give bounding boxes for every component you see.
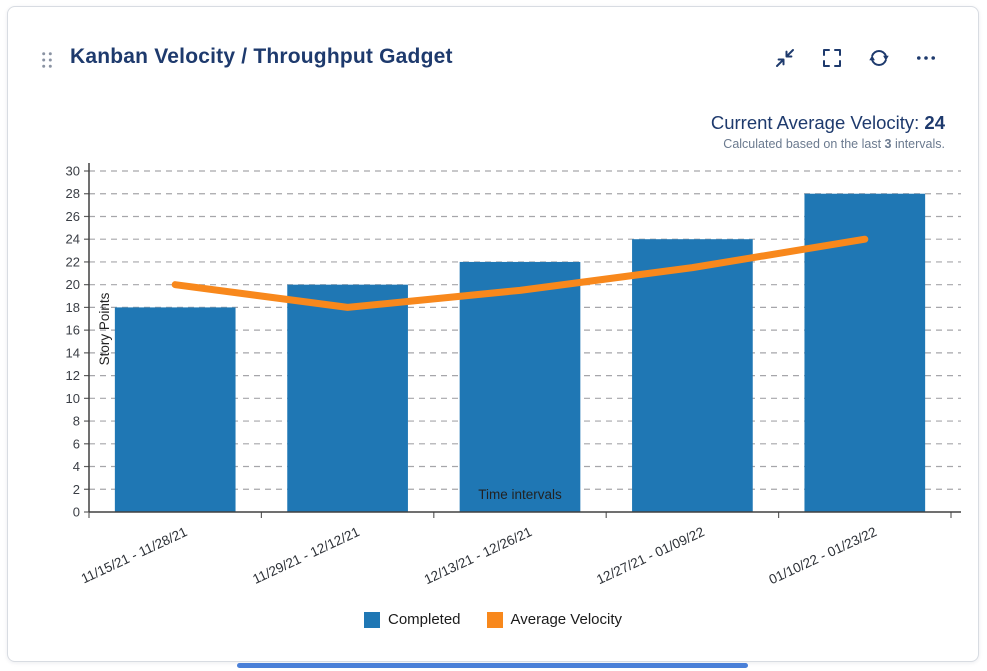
summary-note: Calculated based on the last 3 intervals… — [711, 137, 945, 151]
more-icon — [917, 56, 935, 60]
minimize-button[interactable] — [773, 46, 797, 70]
fullscreen-icon — [823, 49, 841, 67]
svg-text:8: 8 — [73, 414, 80, 429]
svg-text:12: 12 — [66, 368, 80, 383]
drag-handle-icon — [42, 52, 52, 68]
chart-legend: Completed Average Velocity — [8, 611, 978, 628]
legend-item-average-velocity[interactable]: Average Velocity — [486, 611, 622, 628]
refresh-icon — [869, 49, 889, 67]
chart-area: 0 2 4 6 8 10 12 14 16 18 20 22 24 26 28 30 11/15/21 - 11… — [31, 159, 966, 599]
summary-label: Current Average Velocity: — [710, 112, 920, 133]
svg-text:Time intervals: Time intervals — [478, 487, 562, 502]
svg-text:01/10/22 - 01/23/22: 01/10/22 - 01/23/22 — [767, 524, 879, 587]
svg-text:2: 2 — [73, 482, 80, 497]
velocity-gadget-card: Kanban Velocity / Throughput Gadget — [7, 6, 979, 662]
note-prefix: Calculated based on the last — [723, 137, 882, 151]
legend-label-completed: Completed — [387, 611, 461, 628]
drag-handle[interactable] — [41, 51, 53, 69]
svg-text:Story Points: Story Points — [97, 292, 112, 365]
velocity-summary: Current Average Velocity: 24 Calculated … — [711, 112, 945, 151]
svg-text:4: 4 — [73, 459, 80, 474]
average-velocity-swatch — [486, 611, 503, 628]
gadget-title: Kanban Velocity / Throughput Gadget — [70, 45, 453, 68]
legend-label-average-velocity: Average Velocity — [510, 611, 622, 628]
bar-completed[interactable] — [114, 307, 236, 512]
svg-text:11/15/21 - 11/28/21: 11/15/21 - 11/28/21 — [79, 524, 190, 586]
refresh-button[interactable] — [867, 46, 891, 70]
svg-text:10: 10 — [66, 391, 80, 406]
svg-text:26: 26 — [66, 209, 80, 224]
summary-value: 24 — [924, 112, 945, 133]
legend-item-completed[interactable]: Completed — [363, 611, 461, 628]
svg-text:24: 24 — [66, 232, 80, 247]
bar-completed[interactable] — [459, 261, 581, 512]
svg-text:12/13/21 - 12/26/21: 12/13/21 - 12/26/21 — [422, 524, 534, 587]
completed-swatch — [363, 611, 380, 628]
bar-completed[interactable] — [287, 284, 408, 512]
svg-text:22: 22 — [66, 254, 80, 269]
average-velocity-line[interactable] — [171, 235, 869, 311]
svg-text:14: 14 — [66, 345, 80, 360]
horizontal-scrollbar-thumb[interactable] — [237, 663, 748, 668]
bar-completed[interactable] — [632, 239, 753, 512]
current-average-velocity: Current Average Velocity: 24 — [711, 112, 945, 134]
svg-text:0: 0 — [73, 505, 80, 520]
svg-text:30: 30 — [66, 164, 80, 179]
svg-text:20: 20 — [66, 277, 80, 292]
svg-text:11/29/21 - 12/12/21: 11/29/21 - 12/12/21 — [250, 524, 362, 587]
svg-text:6: 6 — [73, 436, 80, 451]
svg-text:28: 28 — [66, 186, 80, 201]
minimize-icon — [776, 49, 794, 67]
svg-text:12/27/21 - 01/09/22: 12/27/21 - 01/09/22 — [594, 524, 706, 587]
svg-text:16: 16 — [66, 323, 80, 338]
note-suffix: intervals. — [894, 137, 945, 151]
note-value: 3 — [884, 137, 892, 151]
svg-text:18: 18 — [66, 300, 80, 315]
more-button[interactable] — [914, 46, 938, 70]
fullscreen-button[interactable] — [820, 46, 844, 70]
gadget-toolbar — [773, 46, 938, 70]
